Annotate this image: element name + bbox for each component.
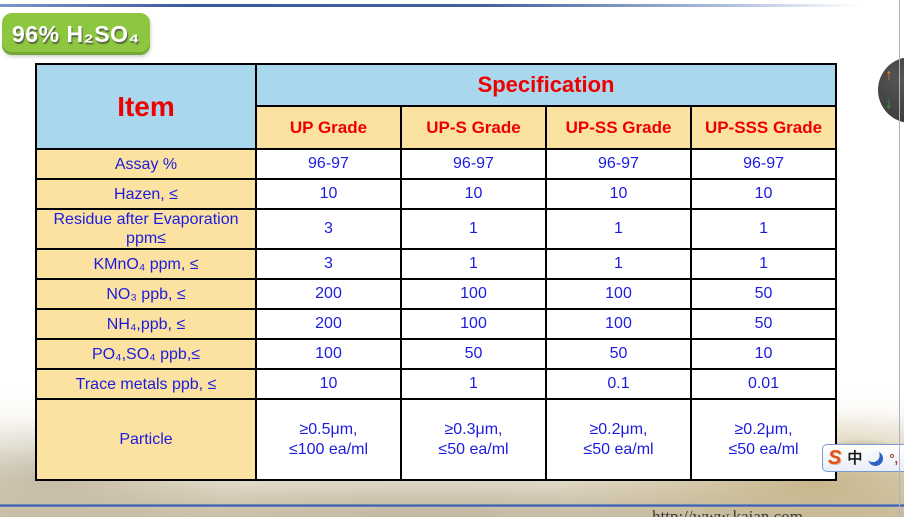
spec-item-label: Residue after Evaporation ppm≤ [35,208,257,250]
spec-value: 96-97 [255,148,402,180]
spec-value: 1 [400,248,547,280]
table-row: NH₄,ppb, ≤ 200 100 100 50 [35,308,838,340]
spec-value: 100 [400,278,547,310]
spec-value: 10 [689,338,838,370]
chinese-mode-indicator[interactable]: 中 [847,449,863,467]
spec-item-label: Assay % [35,148,257,180]
column-header-up-grade: UP Grade [255,105,402,150]
spec-item-label: Particle [35,398,257,481]
spec-item-label: PO₄,SO₄ ppb,≤ [35,338,257,370]
spec-item-label: Trace metals ppb, ≤ [35,368,257,400]
spec-value: 10 [255,178,402,210]
table-row: NO₃ ppb, ≤ 200 100 100 50 [35,278,838,310]
scroll-up-arrow-icon[interactable]: ↑ [885,67,893,84]
scroll-nav-widget[interactable]: ↑ ↓ [878,57,904,123]
spec-value: 96-97 [689,148,838,180]
spec-value: 3 [255,208,402,250]
spec-value: 50 [689,308,838,340]
specification-header: Specification [254,63,838,107]
specification-table: Item Specification UP Grade UP-S Grade U… [35,63,838,481]
spec-value: 1 [545,248,692,280]
spec-item-label: NH₄,ppb, ≤ [35,308,257,340]
table-row: KMnO₄ ppm, ≤ 3 1 1 1 [35,248,838,280]
scroll-down-arrow-icon[interactable]: ↓ [885,95,893,112]
moon-icon[interactable] [868,450,884,466]
spec-value: 100 [545,308,692,340]
table-row: Trace metals ppb, ≤ 10 1 0.1 0.01 [35,368,838,400]
spec-value: 100 [545,278,692,310]
column-header-up-ss-grade: UP-SS Grade [545,105,692,150]
spec-value: 1 [689,248,838,280]
grade-header-row: UP Grade UP-S Grade UP-SS Grade UP-SSS G… [36,105,838,150]
spec-value: ≥0.5μm, ≤100 ea/ml [255,398,402,481]
spec-value: 10 [400,178,547,210]
punctuation-mode-icon[interactable]: °, [889,450,899,466]
item-column-header: Item [35,63,257,150]
spec-value: 50 [689,278,838,310]
spec-value: 96-97 [400,148,547,180]
spec-item-label: KMnO₄ ppm, ≤ [35,248,257,280]
spec-value: ≥0.2μm, ≤50 ea/ml [545,398,692,481]
spec-value: ≥0.2μm, ≤50 ea/ml [689,398,838,481]
spec-value: 1 [400,368,547,400]
column-header-up-sss-grade: UP-SSS Grade [689,105,838,150]
spec-value: 100 [400,308,547,340]
spec-value: 10 [255,368,402,400]
table-row: PO₄,SO₄ ppb,≤ 100 50 50 10 [35,338,838,370]
spec-value: 10 [545,178,692,210]
window-edge-line [899,0,900,517]
footer-url: http://www.kaian.com [652,507,803,517]
column-header-up-s-grade: UP-S Grade [400,105,547,150]
table-row: Particle ≥0.5μm, ≤100 ea/ml ≥0.3μm, ≤50 … [35,398,838,481]
spec-value: 50 [400,338,547,370]
spec-value: 200 [255,308,402,340]
spec-value: 10 [689,178,838,210]
table-row: Residue after Evaporation ppm≤ 3 1 1 1 [35,208,838,250]
spec-value: 3 [255,248,402,280]
spec-value: 1 [400,208,547,250]
spec-value: 0.01 [689,368,838,400]
bottom-divider-line [0,504,904,507]
spec-value: ≥0.3μm, ≤50 ea/ml [400,398,547,481]
spec-value: 1 [545,208,692,250]
spec-value: 96-97 [545,148,692,180]
sogou-logo-icon[interactable]: S [828,447,842,469]
spec-item-label: Hazen, ≤ [35,178,257,210]
spec-value: 50 [545,338,692,370]
spec-value: 100 [255,338,402,370]
spec-value: 1 [689,208,838,250]
table-row: Assay % 96-97 96-97 96-97 96-97 [35,148,838,180]
spec-item-label: NO₃ ppb, ≤ [35,278,257,310]
spec-value: 0.1 [545,368,692,400]
spec-value: 200 [255,278,402,310]
ime-toolbar[interactable]: S 中 °, [822,444,904,472]
top-divider-line [0,4,885,7]
title-badge: 96% H₂SO₄ [2,13,150,55]
table-header-row: Item Specification [35,63,838,150]
table-row: Hazen, ≤ 10 10 10 10 [35,178,838,210]
